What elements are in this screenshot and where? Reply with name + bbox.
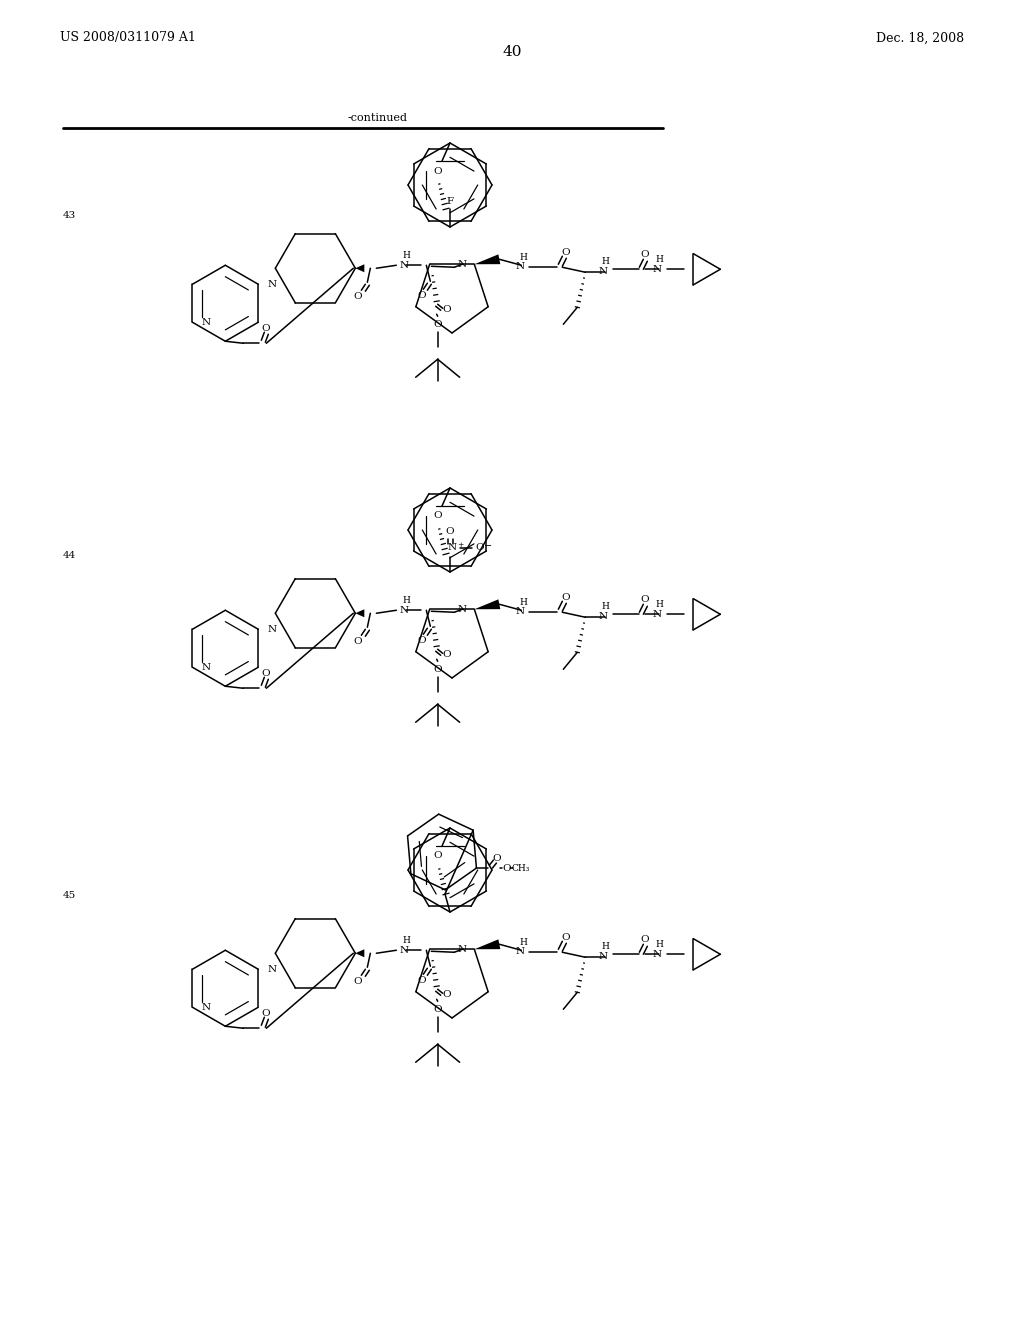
Text: O: O (434, 511, 442, 520)
Text: H: H (655, 599, 664, 609)
Text: O: O (442, 990, 451, 999)
Text: N: N (652, 950, 662, 958)
Text: O: O (433, 1005, 442, 1014)
Text: O: O (640, 595, 648, 603)
Text: H: H (601, 257, 609, 265)
Text: N: N (202, 1003, 211, 1011)
Text: N: N (202, 318, 211, 327)
Text: O: O (261, 323, 269, 333)
Text: N: N (516, 607, 525, 615)
Text: N: N (267, 280, 276, 289)
Text: N: N (458, 605, 467, 614)
Text: -continued: -continued (348, 114, 408, 123)
Text: N: N (447, 543, 457, 552)
Text: H: H (601, 602, 609, 611)
Text: O: O (445, 528, 455, 536)
Text: O: O (353, 636, 361, 645)
Text: N: N (399, 261, 409, 269)
Text: N: N (652, 610, 662, 619)
Text: O: O (417, 290, 426, 300)
Text: O: O (561, 593, 569, 602)
Text: O: O (476, 544, 484, 553)
Text: O: O (493, 854, 501, 862)
Polygon shape (474, 599, 501, 610)
Text: Dec. 18, 2008: Dec. 18, 2008 (876, 32, 964, 45)
Text: CH₃: CH₃ (511, 863, 529, 873)
Text: H: H (402, 251, 411, 260)
Text: O: O (353, 292, 361, 301)
Text: N: N (458, 260, 467, 269)
Text: N: N (599, 611, 608, 620)
Text: O: O (417, 636, 426, 644)
Text: H: H (655, 940, 664, 949)
Polygon shape (355, 949, 365, 957)
Text: F: F (446, 197, 454, 206)
Text: H: H (519, 252, 527, 261)
Polygon shape (474, 255, 501, 264)
Text: H: H (402, 595, 411, 605)
Text: N: N (458, 945, 467, 954)
Text: N: N (267, 965, 276, 974)
Text: N: N (399, 606, 409, 615)
Text: −: − (484, 541, 493, 550)
Text: O: O (433, 319, 442, 329)
Text: 45: 45 (63, 891, 76, 899)
Text: O: O (442, 305, 451, 314)
Polygon shape (355, 264, 365, 272)
Text: +: + (457, 541, 463, 549)
Text: O: O (261, 1008, 269, 1018)
Text: N: N (599, 267, 608, 276)
Text: O: O (502, 863, 511, 873)
Text: O: O (434, 851, 442, 861)
Text: N: N (516, 261, 525, 271)
Text: H: H (519, 937, 527, 946)
Text: O: O (353, 977, 361, 986)
Text: H: H (601, 941, 609, 950)
Text: O: O (417, 975, 426, 985)
Text: 43: 43 (63, 210, 76, 219)
Text: O: O (561, 248, 569, 257)
Text: H: H (655, 255, 664, 264)
Text: 44: 44 (63, 550, 76, 560)
Text: N: N (516, 946, 525, 956)
Text: 40: 40 (502, 45, 522, 59)
Polygon shape (355, 610, 365, 618)
Text: H: H (402, 936, 411, 945)
Text: O: O (640, 249, 648, 259)
Text: N: N (202, 663, 211, 672)
Text: N: N (399, 945, 409, 954)
Polygon shape (474, 940, 501, 949)
Text: O: O (261, 669, 269, 677)
Text: N: N (652, 265, 662, 273)
Text: O: O (640, 935, 648, 944)
Text: O: O (561, 933, 569, 941)
Text: N: N (599, 952, 608, 961)
Text: US 2008/0311079 A1: US 2008/0311079 A1 (60, 32, 196, 45)
Text: O: O (434, 166, 442, 176)
Text: N: N (267, 624, 276, 634)
Text: H: H (519, 598, 527, 607)
Text: O: O (442, 649, 451, 659)
Text: O: O (433, 665, 442, 673)
